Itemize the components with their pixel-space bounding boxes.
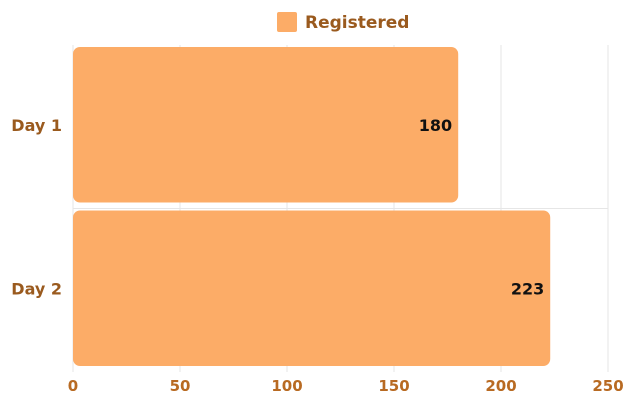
data-label: 223 xyxy=(511,279,544,298)
bar-day-2 xyxy=(73,210,551,366)
x-tick-label: 100 xyxy=(271,377,302,395)
x-tick-label: 50 xyxy=(170,377,191,395)
category-label: Day 1 xyxy=(11,116,62,135)
x-tick-label: 0 xyxy=(68,377,78,395)
category-label: Day 2 xyxy=(11,279,62,298)
x-tick-label: 150 xyxy=(378,377,409,395)
data-label: 180 xyxy=(419,116,452,135)
legend-label: Registered xyxy=(305,13,409,33)
x-tick-label: 250 xyxy=(592,377,623,395)
bar-day-1 xyxy=(73,47,459,203)
legend-swatch xyxy=(277,12,297,32)
x-tick-label: 200 xyxy=(485,377,516,395)
